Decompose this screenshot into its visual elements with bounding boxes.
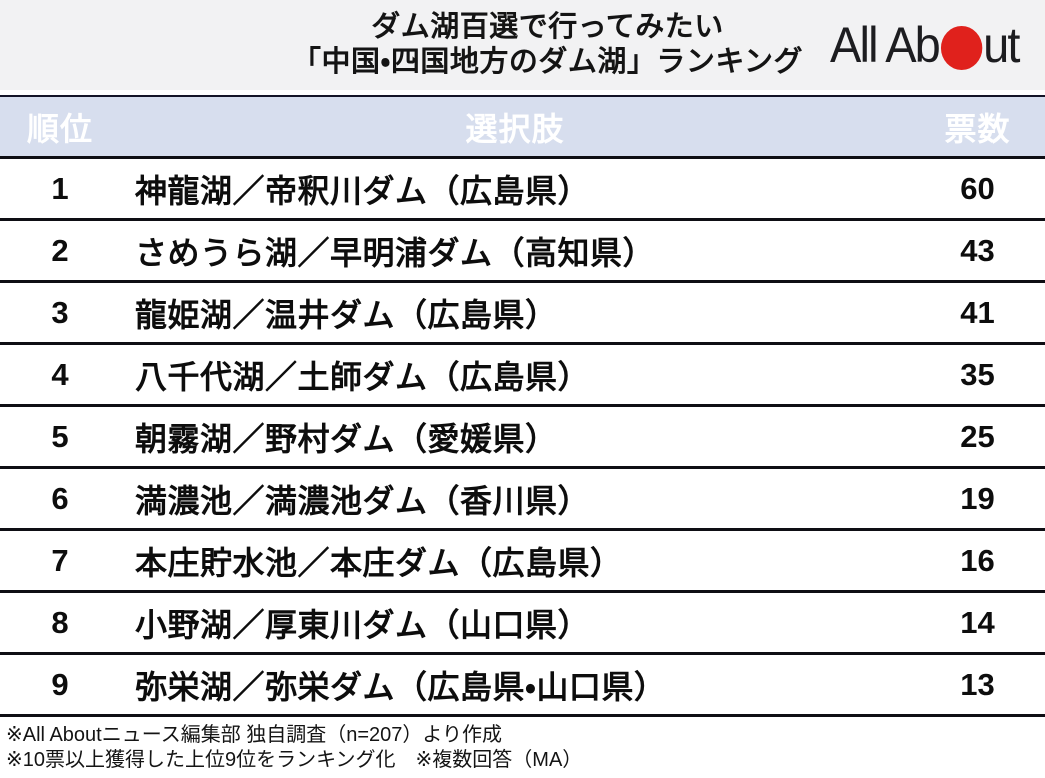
footnote-method: ※10票以上獲得した上位9位をランキング化 ※複数回答（MA） bbox=[6, 749, 583, 771]
lake-name: さめうら湖／早明浦ダム（高知県） bbox=[135, 234, 656, 271]
logo-red-circle-icon bbox=[941, 26, 983, 70]
votes-value: 16 bbox=[960, 542, 995, 578]
column-header-choice: 選択肢 bbox=[465, 110, 565, 147]
votes-value: 43 bbox=[960, 232, 995, 268]
votes-value: 19 bbox=[960, 480, 995, 516]
logo-text-right: ut bbox=[983, 17, 1021, 73]
table-row: 8 小野湖／厚東川ダム（山口県） 14 bbox=[0, 590, 1045, 652]
lake-name: 朝霧湖／野村ダム（愛媛県） bbox=[135, 420, 558, 457]
logo-text-left: All Ab bbox=[830, 17, 941, 73]
rank-value: 4 bbox=[51, 356, 69, 392]
table-row: 2 さめうら湖／早明浦ダム（高知県） 43 bbox=[0, 218, 1045, 280]
lake-name: 満濃池／満濃池ダム（香川県） bbox=[135, 482, 591, 519]
column-header-rank: 順位 bbox=[26, 110, 93, 147]
allabout-logo: All Ab ut bbox=[830, 16, 1021, 74]
page-title-line2: 「中国・四国地方のダム湖」ランキング bbox=[292, 46, 803, 78]
title-band: ダム湖百選で行ってみたい 「中国・四国地方のダム湖」ランキング All Ab u… bbox=[0, 0, 1045, 90]
title-divider-gap bbox=[0, 90, 1045, 95]
votes-value: 13 bbox=[960, 666, 995, 702]
table-row: 1 神龍湖／帝釈川ダム（広島県） 60 bbox=[0, 156, 1045, 218]
votes-value: 35 bbox=[960, 356, 995, 392]
lake-name: 本庄貯水池／本庄ダム（広島県） bbox=[135, 544, 623, 581]
rank-value: 9 bbox=[51, 666, 69, 702]
page-title-line1: ダム湖百選で行ってみたい bbox=[371, 11, 724, 43]
table-row: 9 弥栄湖／弥栄ダム（広島県・山口県） 13 bbox=[0, 652, 1045, 714]
footnotes: ※All Aboutニュース編集部 独自調査（n=207）より作成 ※10票以上… bbox=[0, 717, 1045, 773]
lake-name: 弥栄湖／弥栄ダム（広島県・山口県） bbox=[135, 668, 667, 705]
rank-value: 8 bbox=[51, 604, 69, 640]
rank-value: 1 bbox=[51, 170, 69, 206]
rank-value: 5 bbox=[51, 418, 69, 454]
lake-name: 神龍湖／帝釈川ダム（広島県） bbox=[135, 172, 591, 209]
rank-value: 3 bbox=[51, 294, 69, 330]
rank-value: 6 bbox=[51, 480, 69, 516]
votes-value: 60 bbox=[960, 170, 995, 206]
table-row: 5 朝霧湖／野村ダム（愛媛県） 25 bbox=[0, 404, 1045, 466]
table-row: 6 満濃池／満濃池ダム（香川県） 19 bbox=[0, 466, 1045, 528]
lake-name: 八千代湖／土師ダム（広島県） bbox=[135, 358, 591, 395]
table-row: 3 龍姫湖／温井ダム（広島県） 41 bbox=[0, 280, 1045, 342]
footnote-source: ※All Aboutニュース編集部 独自調査（n=207）より作成 bbox=[6, 724, 503, 746]
table-header-row: 順位 選択肢 票数 bbox=[0, 95, 1045, 156]
rank-value: 2 bbox=[51, 232, 69, 268]
votes-value: 41 bbox=[960, 294, 995, 330]
votes-value: 14 bbox=[960, 604, 995, 640]
table-row: 7 本庄貯水池／本庄ダム（広島県） 16 bbox=[0, 528, 1045, 590]
votes-value: 25 bbox=[960, 418, 995, 454]
rank-value: 7 bbox=[51, 542, 69, 578]
lake-name: 小野湖／厚東川ダム（山口県） bbox=[135, 606, 591, 643]
page-title: ダム湖百選で行ってみたい 「中国・四国地方のダム湖」ランキング bbox=[292, 10, 803, 80]
lake-name: 龍姫湖／温井ダム（広島県） bbox=[135, 296, 558, 333]
table-body: 1 神龍湖／帝釈川ダム（広島県） 60 2 さめうら湖／早明浦ダム（高知県） 4… bbox=[0, 156, 1045, 717]
column-header-votes: 票数 bbox=[944, 110, 1011, 147]
table-row: 4 八千代湖／土師ダム（広島県） 35 bbox=[0, 342, 1045, 404]
